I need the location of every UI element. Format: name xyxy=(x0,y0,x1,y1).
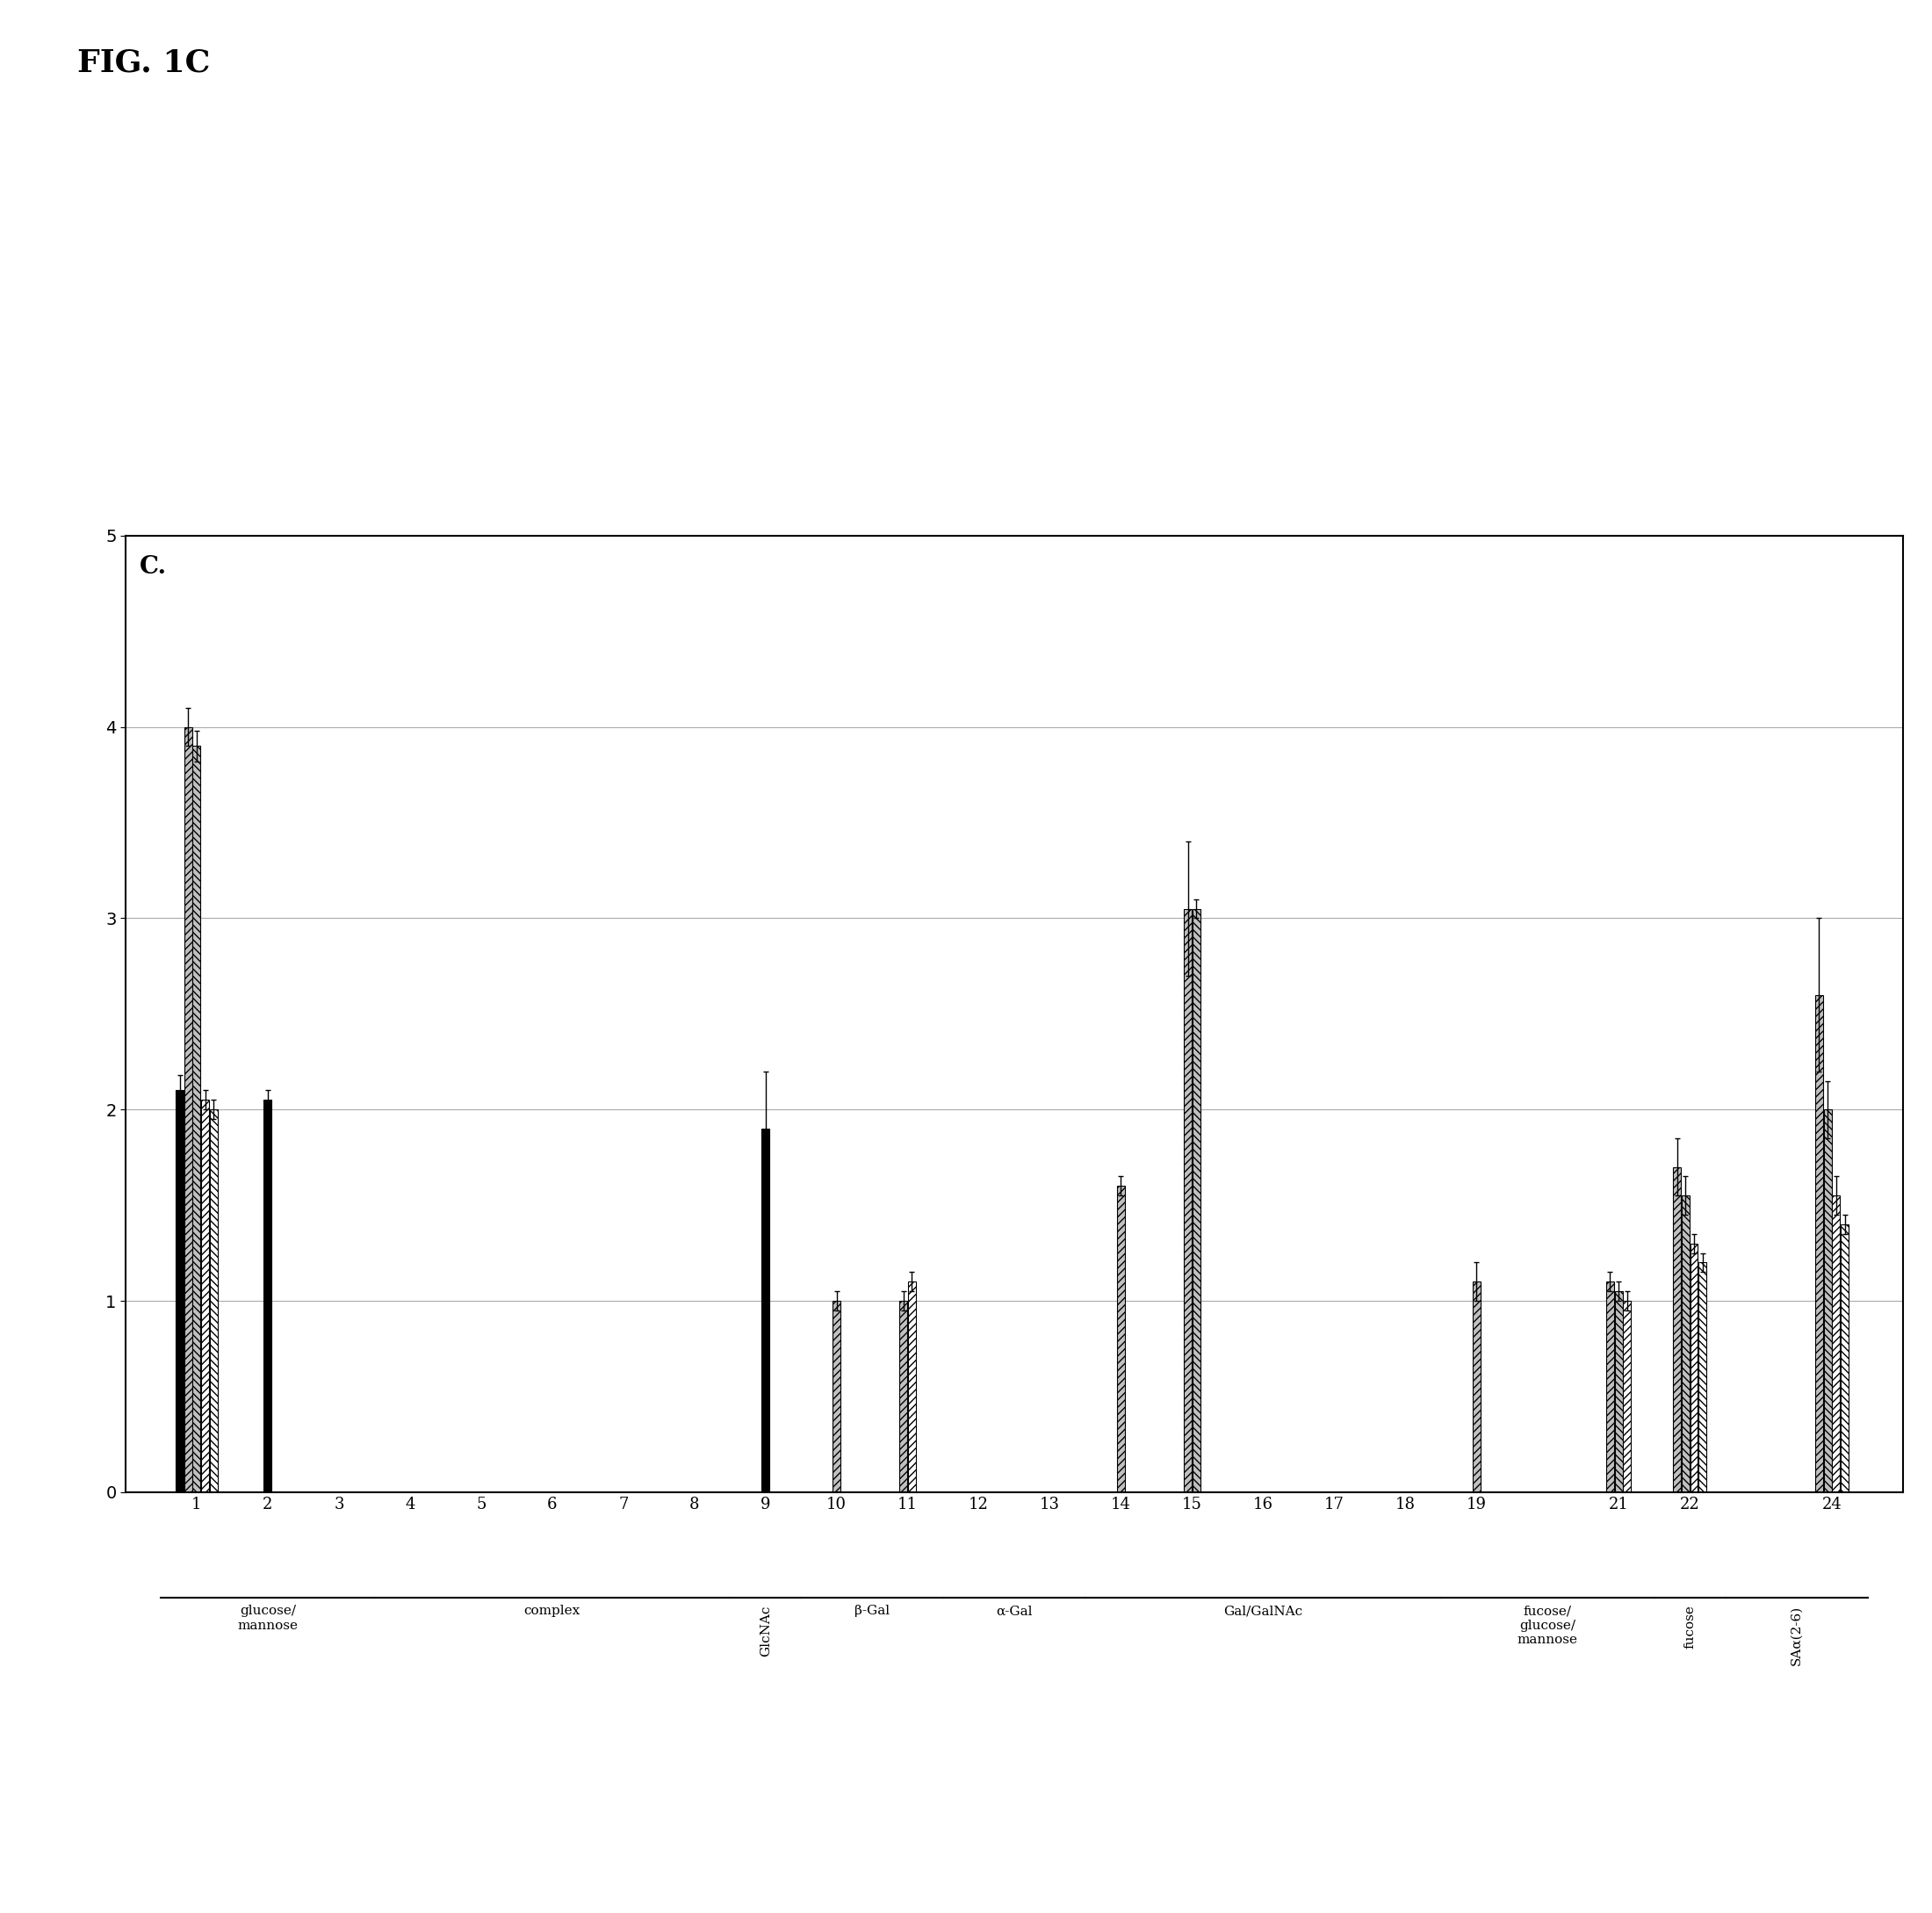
Bar xyxy=(1698,1263,1706,1492)
Bar xyxy=(1841,1224,1849,1492)
Text: C.: C. xyxy=(139,555,168,578)
Bar xyxy=(1192,909,1200,1492)
Bar xyxy=(1673,1167,1681,1492)
Bar xyxy=(1681,1196,1689,1492)
Bar xyxy=(1824,1110,1832,1492)
Text: β-Gal: β-Gal xyxy=(854,1605,891,1616)
Bar xyxy=(1184,909,1192,1492)
Bar xyxy=(900,1301,908,1492)
Text: SAα(2-6): SAα(2-6) xyxy=(1791,1605,1803,1664)
Text: α-Gal: α-Gal xyxy=(997,1605,1032,1616)
Bar xyxy=(1816,995,1824,1492)
Bar xyxy=(833,1301,840,1492)
Text: fucose/
glucose/
mannose: fucose/ glucose/ mannose xyxy=(1517,1605,1578,1645)
Bar xyxy=(265,1100,272,1492)
Text: Gal/GalNAc: Gal/GalNAc xyxy=(1223,1605,1302,1616)
Text: GlcNAc: GlcNAc xyxy=(759,1605,771,1657)
Bar xyxy=(1117,1186,1124,1492)
Bar xyxy=(193,746,201,1492)
Text: FIG. 1C: FIG. 1C xyxy=(77,48,211,78)
Bar xyxy=(1690,1243,1698,1492)
Text: fucose: fucose xyxy=(1683,1605,1696,1649)
Bar xyxy=(211,1110,218,1492)
Bar xyxy=(184,727,191,1492)
Bar xyxy=(201,1100,209,1492)
Bar xyxy=(1832,1196,1839,1492)
Bar xyxy=(1472,1282,1480,1492)
Bar xyxy=(1615,1291,1623,1492)
Bar xyxy=(908,1282,916,1492)
Text: glucose/
mannose: glucose/ mannose xyxy=(238,1605,298,1632)
Bar xyxy=(1623,1301,1631,1492)
Text: complex: complex xyxy=(524,1605,580,1616)
Bar xyxy=(761,1129,769,1492)
Bar xyxy=(176,1090,184,1492)
Bar xyxy=(1605,1282,1613,1492)
